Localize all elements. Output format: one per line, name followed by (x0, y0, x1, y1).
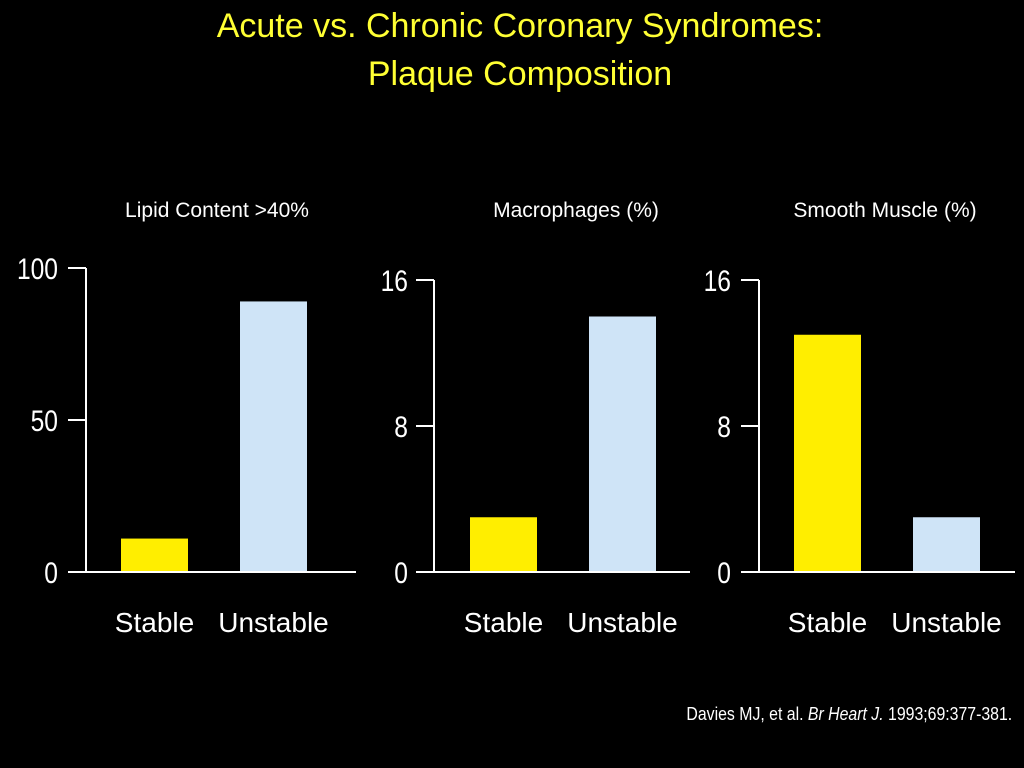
y-tick-label: 50 (31, 404, 58, 438)
bar-unstable (913, 517, 980, 572)
citation-journal: Br Heart J. (807, 704, 884, 724)
x-tick-label: Stable (788, 607, 867, 638)
y-tick-label: 16 (381, 264, 408, 298)
bar-stable (794, 334, 861, 572)
y-tick-label: 8 (717, 410, 731, 444)
citation-authors: Davies MJ, et al. (686, 704, 808, 724)
y-tick-label: 0 (44, 556, 58, 590)
chart-title: Macrophages (%) (493, 199, 659, 222)
x-tick-label: Unstable (891, 607, 1002, 638)
bar-stable (121, 538, 188, 572)
bar-stable (470, 517, 537, 572)
x-tick-label: Unstable (567, 607, 678, 638)
citation: Davies MJ, et al. Br Heart J. 1993;69:37… (686, 704, 1012, 725)
chart-title: Lipid Content >40% (125, 199, 309, 222)
citation-details: 1993;69:377-381. (883, 704, 1012, 724)
bar-unstable (240, 301, 307, 572)
y-tick-label: 16 (704, 264, 731, 298)
y-tick-label: 8 (394, 410, 408, 444)
y-tick-label: 0 (717, 556, 731, 590)
x-tick-label: Unstable (218, 607, 329, 638)
bar-unstable (589, 316, 656, 572)
slide-title-line-2: Plaque Composition (367, 55, 673, 93)
x-tick-label: Stable (464, 607, 543, 638)
x-tick-label: Stable (115, 607, 194, 638)
chart-title: Smooth Muscle (%) (793, 199, 976, 222)
slide-title-line-1: Acute vs. Chronic Coronary Syndromes: (216, 7, 824, 45)
y-tick-label: 0 (394, 556, 408, 590)
y-tick-label: 100 (17, 252, 58, 286)
